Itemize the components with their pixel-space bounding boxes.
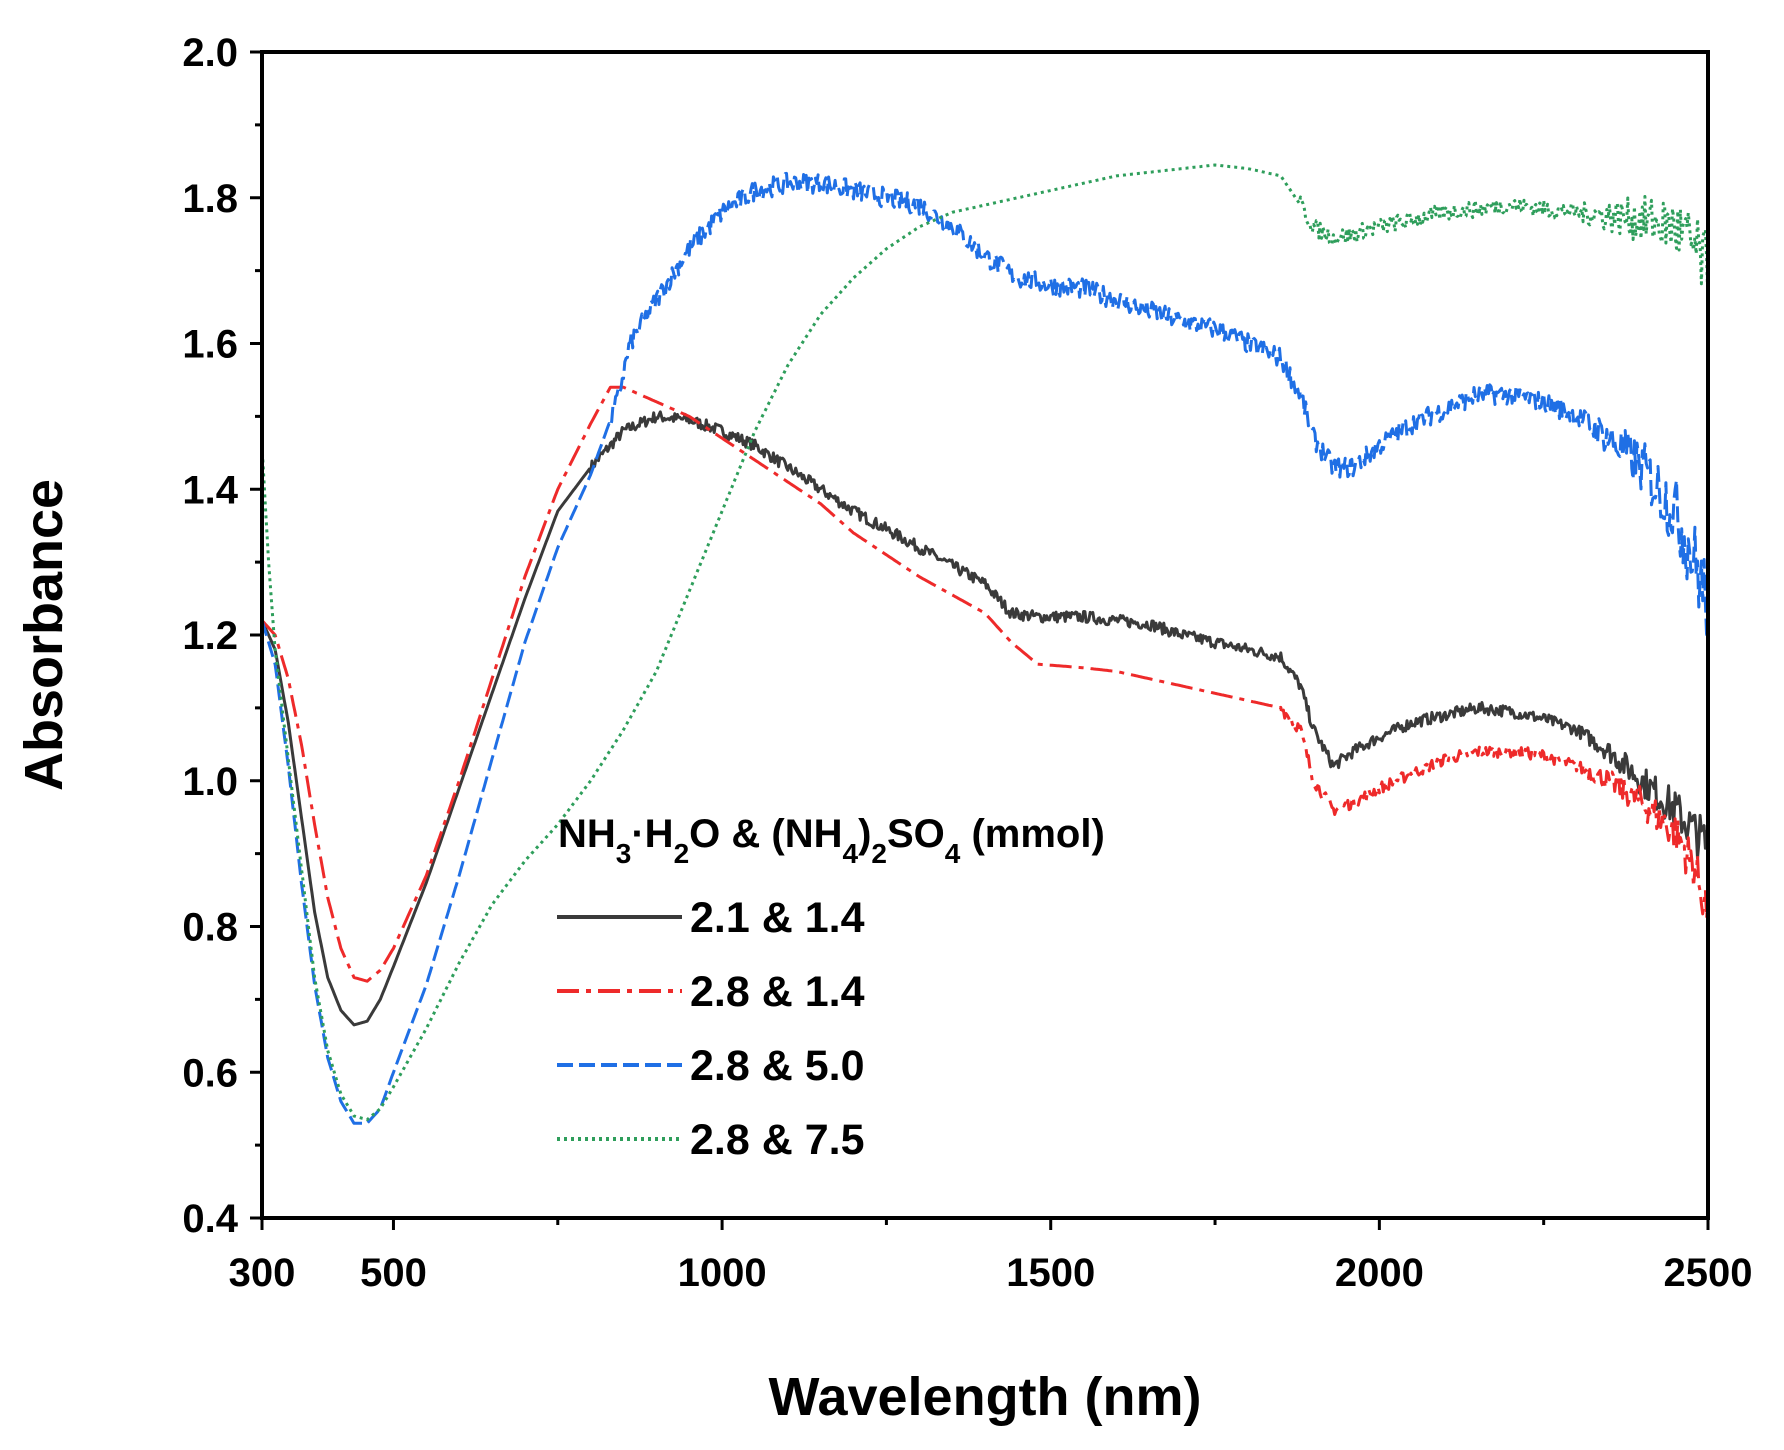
legend: NH3·H2O & (NH4)2SO4 (mmol) 2.1 & 1.4 2.8 … (557, 812, 1105, 1164)
legend-label: 2.8 & 1.4 (690, 968, 865, 1016)
series-line-4 (262, 163, 1708, 1122)
x-tick-label: 300 (229, 1251, 296, 1295)
y-tick-label: 0.4 (182, 1197, 238, 1241)
x-tick-label: 2500 (1664, 1251, 1753, 1295)
x-tick-label: 500 (360, 1251, 427, 1295)
plot-frame (260, 50, 1710, 1220)
legend-label: 2.8 & 5.0 (690, 1042, 865, 1090)
legend-title: NH3·H2O & (NH4)2SO4 (mmol) (558, 812, 1105, 869)
x-tick-label: 1500 (1006, 1251, 1095, 1295)
series-line-2 (262, 385, 1708, 983)
x-tick-label: 2000 (1335, 1251, 1424, 1295)
y-tick-label: 1.4 (182, 468, 238, 512)
legend-label: 2.1 & 1.4 (690, 894, 865, 942)
y-tick-label: 1.6 (182, 323, 238, 367)
y-tick-label: 2.0 (182, 31, 238, 75)
legend-label: 2.8 & 7.5 (690, 1116, 865, 1164)
series-line-1 (262, 410, 1708, 1027)
y-tick-label: 0.6 (182, 1051, 238, 1095)
ticks-layer: 300 500 1000 1500 2000 2500 0.4 0.6 0.8 1.0 1.2 1.4… (182, 31, 1752, 1295)
series-line-3 (262, 171, 1708, 1125)
x-tick-label: 1000 (678, 1251, 767, 1295)
y-axis-title: Absorbance (14, 479, 74, 791)
y-tick-label: 1.2 (182, 614, 238, 658)
x-axis-title: Wavelength (nm) (768, 1367, 1201, 1427)
legend-entries: 2.1 & 1.4 2.8 & 1.4 2.8 & 5.0 2.8 & 7.5 (557, 894, 865, 1164)
y-tick-label: 1.8 (182, 177, 238, 221)
y-tick-label: 0.8 (182, 906, 238, 950)
series-layer (262, 163, 1708, 1125)
y-tick-label: 1.0 (182, 760, 238, 804)
